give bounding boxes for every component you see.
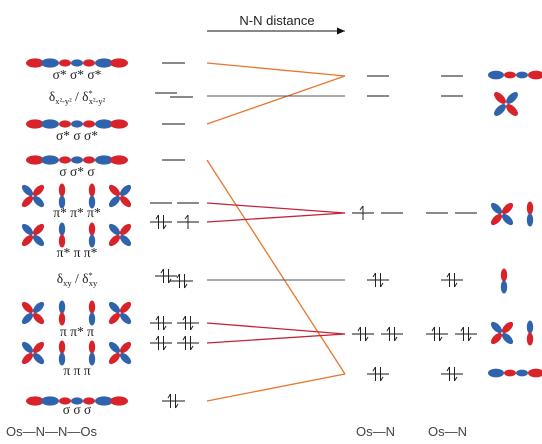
label-delta-x2y2: δx²-y² / δ* x²-y² (49, 88, 106, 106)
correlation-line (206, 322, 346, 335)
right-electrons (431, 272, 472, 382)
label-sigma-row-4: σ σ* σ (59, 164, 95, 179)
label-pi-row-6: π* π π* (57, 245, 98, 260)
correlation-line (206, 202, 346, 214)
correlation-line (206, 373, 346, 402)
label-delta-xy: δxy / δ* xy (57, 270, 98, 288)
correlation-lines (206, 62, 346, 402)
nn-distance-label: N-N distance (239, 13, 314, 28)
sigma-orbital-icon (488, 368, 542, 378)
middle-energy-levels (352, 75, 403, 375)
label-pi-row-8: π π* π (60, 324, 94, 339)
pi-orbital-icon (20, 300, 133, 326)
left-orbital-column (20, 58, 133, 406)
nn-distance-arrow: N-N distance (207, 13, 345, 35)
os-n-label-middle: Os—N (356, 424, 395, 439)
pi-orbital-icon (489, 320, 534, 346)
delta-orbital-icon (494, 92, 518, 116)
correlation-line (206, 75, 346, 125)
delta-orbital-icon (500, 268, 508, 294)
label-sigma-star-row: σ* σ* σ* (53, 67, 102, 82)
left-energy-levels (150, 62, 199, 402)
correlation-line (206, 333, 346, 344)
sigma-orbital-icon (488, 70, 542, 80)
correlation-line (206, 62, 346, 77)
label-pi-row-9: π π π (63, 363, 90, 378)
right-energy-levels (426, 75, 477, 375)
right-orbital-column (488, 70, 542, 378)
middle-electrons (357, 205, 398, 382)
os-n-label-right: Os—N (428, 424, 467, 439)
label-sigma-row-3: σ* σ σ* (56, 128, 98, 143)
correlation-line (206, 212, 346, 223)
chain-label: Os—N—N—Os (6, 424, 98, 439)
pi-orbital-icon (489, 201, 534, 227)
left-electrons (155, 214, 194, 409)
correlation-line (206, 159, 346, 375)
left-labels: σ* σ* σ* δx²-y² / δ* x²-y² σ* σ σ* σ σ* σ… (49, 67, 106, 417)
label-pi-row-5: π* π* π* (53, 205, 101, 220)
label-sigma-row-10: σ σ σ (63, 402, 92, 417)
